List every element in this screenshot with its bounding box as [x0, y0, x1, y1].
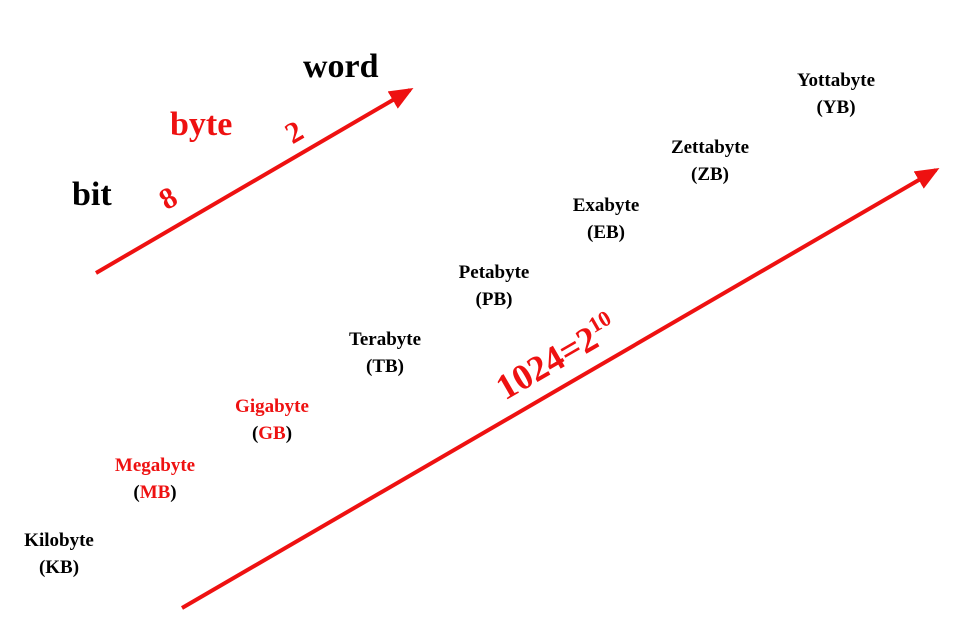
unit-abbreviation: GB: [258, 423, 286, 444]
open-paren: (: [475, 289, 482, 310]
unit-mb: Megabyte (MB): [115, 452, 195, 506]
unit-zb: Zettabyte (ZB): [671, 134, 749, 188]
unit-abbreviation-line: (TB): [349, 353, 421, 380]
open-paren: (: [38, 557, 46, 578]
open-paren: (: [816, 97, 823, 118]
open-paren: (: [365, 356, 373, 377]
open-paren: (: [251, 423, 259, 444]
word-label: word: [303, 48, 379, 85]
unit-abbreviation: MB: [139, 482, 171, 503]
unit-name: Gigabyte: [235, 396, 309, 417]
close-paren: ): [397, 356, 404, 377]
close-paren: ): [72, 557, 80, 578]
byte-label: byte: [170, 106, 233, 143]
unit-abbreviation-line: (YB): [797, 94, 875, 121]
unit-abbreviation-line: (KB): [24, 554, 94, 581]
unit-abbreviation: ZB: [697, 164, 723, 185]
close-paren: ): [285, 423, 293, 444]
unit-name: Megabyte: [114, 455, 196, 476]
close-paren: ): [170, 482, 177, 503]
unit-yb: Yottabyte (YB): [797, 67, 875, 121]
unit-abbreviation: PB: [481, 289, 507, 310]
open-paren: (: [586, 222, 594, 243]
unit-name: Kilobyte: [24, 530, 94, 551]
top-arrow: [94, 87, 414, 275]
unit-abbreviation-line: (PB): [459, 286, 530, 313]
unit-pb: Petabyte (PB): [459, 259, 530, 313]
close-paren: ): [618, 222, 625, 243]
close-paren: ): [506, 289, 513, 310]
unit-abbreviation: TB: [372, 356, 398, 377]
open-paren: (: [690, 164, 698, 185]
unit-abbreviation-line: (ZB): [671, 161, 749, 188]
unit-abbreviation-line: (MB): [115, 479, 195, 506]
unit-abbreviation-line: (EB): [573, 219, 640, 246]
unit-name: Exabyte: [572, 195, 640, 216]
unit-abbreviation: EB: [593, 222, 619, 243]
unit-eb: Exabyte (EB): [573, 192, 640, 246]
bottom-arrow: [180, 167, 940, 610]
unit-name: Terabyte: [348, 329, 422, 350]
unit-name: Petabyte: [458, 262, 530, 283]
unit-tb: Terabyte (TB): [349, 326, 421, 380]
unit-gb: Gigabyte (GB): [235, 393, 309, 447]
unit-abbreviation: KB: [45, 557, 73, 578]
bit-label: bit: [72, 176, 112, 213]
unit-kb: Kilobyte (KB): [24, 527, 94, 581]
close-paren: ): [722, 164, 729, 185]
unit-name: Zettabyte: [670, 137, 750, 158]
open-paren: (: [133, 482, 140, 503]
unit-abbreviation: YB: [822, 97, 850, 118]
close-paren: ): [849, 97, 856, 118]
unit-abbreviation-line: (GB): [235, 420, 309, 447]
unit-name: Yottabyte: [796, 70, 876, 91]
